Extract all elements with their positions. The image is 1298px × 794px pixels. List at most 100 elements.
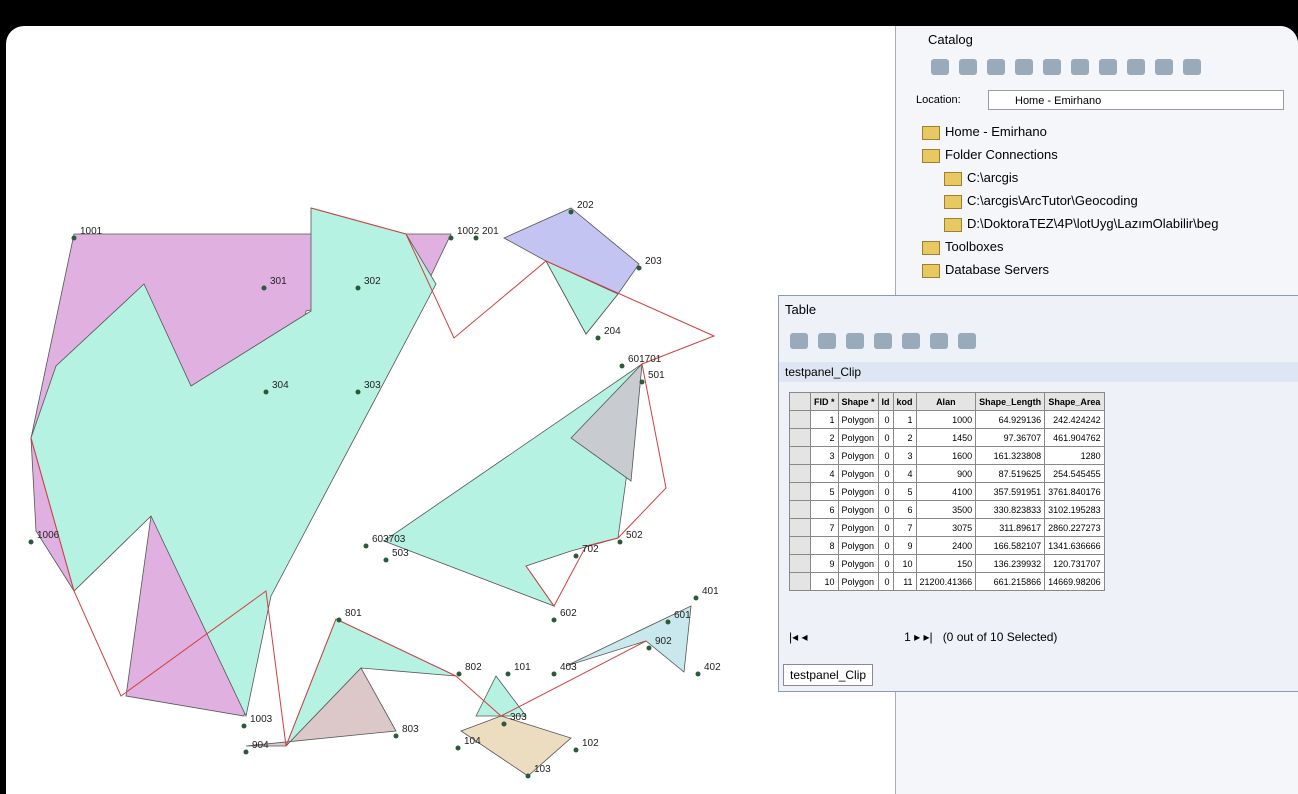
- toolbar[interactable]: [785, 330, 981, 357]
- table-row[interactable]: 6 Polygon 0 6 3500 330.823833 3102.195283: [789, 500, 1105, 519]
- point-label: 202: [577, 200, 594, 211]
- table-row[interactable]: 10 Polygon 0 11 21200.41366 661.215866 14669.9…: [789, 572, 1105, 591]
- table-cell: 21200.41366: [915, 572, 977, 591]
- point-label: 303: [364, 380, 381, 391]
- table-cell: 150: [915, 554, 977, 573]
- point: [456, 671, 462, 677]
- point-label: 204: [604, 326, 621, 337]
- point-label: 1003: [250, 714, 273, 725]
- table-cell: 1280: [1044, 446, 1105, 465]
- table-cell: 0: [877, 446, 894, 465]
- point-label: 802: [465, 662, 482, 673]
- table-cell: 2400: [915, 536, 977, 555]
- table-window: Table testpanel_Clip FID * Shape * Id kod Al…: [778, 295, 1298, 692]
- column-header[interactable]: Shape_Area: [1044, 392, 1105, 411]
- row-selector[interactable]: [789, 572, 811, 591]
- table-row[interactable]: 1 Polygon 0 1 1000 64.929136 242.424242: [789, 410, 1105, 429]
- table-cell: 2: [892, 428, 917, 447]
- table-cell: 10: [810, 572, 839, 591]
- table-row[interactable]: 2 Polygon 0 2 1450 97.36707 461.904762: [789, 428, 1105, 447]
- point-label: 503: [392, 548, 409, 559]
- table-row[interactable]: 3 Polygon 0 3 1600 161.323808 1280: [789, 446, 1105, 465]
- point: [595, 335, 601, 341]
- table-row[interactable]: 8 Polygon 0 9 2400 166.582107 1341.636666: [789, 536, 1105, 555]
- location-label: Location:: [916, 94, 961, 106]
- point-label: 304: [272, 380, 289, 391]
- point-label: 801: [345, 608, 362, 619]
- table-cell: 4: [810, 464, 839, 483]
- table-cell: 9: [892, 536, 917, 555]
- attribute-table: FID * Shape * Id kod Alan Shape_Length Shape_A…: [789, 392, 1105, 591]
- tree-item[interactable]: D:\DoktoraTEZ\4P\lotUyg\LazımOlabilir\be…: [944, 216, 1218, 232]
- table-cell: 6: [892, 500, 917, 519]
- table-cell: 7: [892, 518, 917, 537]
- point: [355, 389, 361, 395]
- point-label: 101: [514, 662, 531, 673]
- table-cell: 0: [877, 428, 894, 447]
- table-cell: 166.582107: [975, 536, 1046, 555]
- table-cell: 6: [810, 500, 839, 519]
- record-number[interactable]: 1: [904, 630, 911, 644]
- table-cell: 2860.227273: [1044, 518, 1105, 537]
- tree-item[interactable]: Folder Connections: [922, 147, 1058, 163]
- tree-item[interactable]: Database Servers: [922, 262, 1049, 278]
- table-row[interactable]: 4 Polygon 0 4 900 87.519625 254.545455: [789, 464, 1105, 483]
- point: [617, 539, 623, 545]
- table-cell: 3102.195283: [1044, 500, 1105, 519]
- table-cell: 3: [810, 446, 839, 465]
- table-cell: 357.591951: [975, 482, 1046, 501]
- column-header[interactable]: FID *: [810, 392, 839, 411]
- point: [646, 645, 652, 651]
- column-header[interactable]: Shape_Length: [975, 392, 1046, 411]
- selection-status: (0 out of 10 Selected): [942, 630, 1058, 644]
- location-box[interactable]: Home - Emirhano: [988, 90, 1284, 110]
- point: [639, 379, 645, 385]
- table-cell: Polygon: [837, 410, 879, 429]
- tree-item[interactable]: Home - Emirhano: [922, 124, 1047, 140]
- point: [383, 557, 389, 563]
- table-cell: Polygon: [837, 572, 879, 591]
- table-cell: 87.519625: [975, 464, 1046, 483]
- row-selector[interactable]: [789, 446, 811, 465]
- polygon: [383, 363, 643, 607]
- table-cell: 461.904762: [1044, 428, 1105, 447]
- window: 1001 1002 201 202 203 204 301 302 304 303 601701 50…: [6, 26, 1298, 794]
- row-selector[interactable]: [789, 464, 811, 483]
- column-header[interactable]: Alan: [915, 392, 977, 411]
- column-header[interactable]: Id: [877, 392, 894, 411]
- row-selector[interactable]: [789, 500, 811, 519]
- point: [336, 617, 342, 623]
- table-cell: 1450: [915, 428, 977, 447]
- point-label: 1006: [37, 530, 60, 541]
- point-label: 803: [402, 724, 419, 735]
- column-header[interactable]: kod: [892, 392, 917, 411]
- tree-item[interactable]: C:\arcgis: [944, 170, 1018, 186]
- tree-item-label: Toolboxes: [945, 239, 1004, 254]
- column-header[interactable]: Shape *: [837, 392, 879, 411]
- row-selector[interactable]: [789, 482, 811, 501]
- row-selector[interactable]: [789, 428, 811, 447]
- table-cell: Polygon: [837, 482, 879, 501]
- point-label: 303: [510, 712, 527, 723]
- table-cell: Polygon: [837, 464, 879, 483]
- table-cell: 0: [877, 536, 894, 555]
- tree-item[interactable]: C:\arcgis\ArcTutor\Geocoding: [944, 193, 1138, 209]
- point-label: 401: [702, 586, 719, 597]
- table-tab[interactable]: testpanel_Clip: [783, 664, 874, 686]
- point-label: 602: [560, 608, 577, 619]
- point: [551, 671, 557, 677]
- row-selector[interactable]: [789, 410, 811, 429]
- table-row[interactable]: 5 Polygon 0 5 4100 357.591951 3761.840176: [789, 482, 1105, 501]
- table-row[interactable]: 9 Polygon 0 10 150 136.239932 120.731707: [789, 554, 1105, 573]
- row-selector[interactable]: [789, 518, 811, 537]
- table-row[interactable]: 7 Polygon 0 7 3075 311.89617 2860.227273: [789, 518, 1105, 537]
- tree-item[interactable]: Toolboxes: [922, 239, 1004, 255]
- point: [448, 235, 454, 241]
- row-selector[interactable]: [789, 536, 811, 555]
- table-cell: 254.545455: [1044, 464, 1105, 483]
- point: [551, 617, 557, 623]
- toolbar[interactable]: [926, 56, 1286, 80]
- point-label: 702: [582, 544, 599, 555]
- row-selector[interactable]: [789, 554, 811, 573]
